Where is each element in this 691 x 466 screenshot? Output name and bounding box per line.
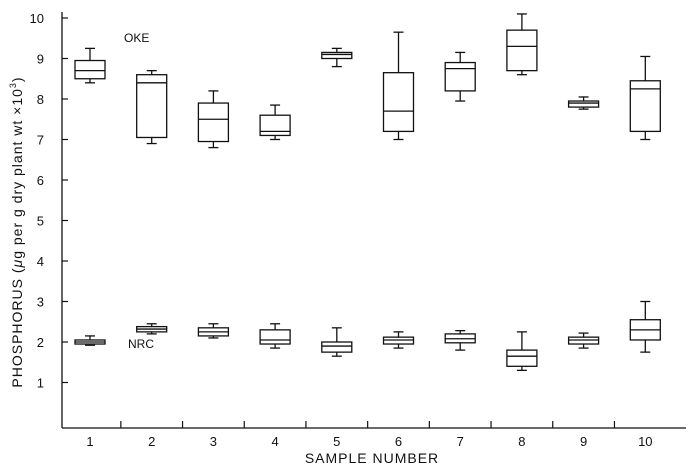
box-plot — [506, 331, 538, 372]
box-plot — [382, 331, 415, 349]
y-tick-label: 2 — [37, 335, 44, 350]
box-plot — [136, 70, 168, 145]
x-tick-label: 9 — [580, 434, 587, 449]
y-tick-label: 9 — [37, 52, 44, 67]
box-plot — [136, 323, 168, 335]
box-plot — [259, 323, 291, 349]
box-plot — [629, 55, 661, 141]
y-tick-label: 1 — [37, 376, 44, 391]
y-tick-label: 6 — [37, 173, 44, 188]
y-tick-label: 7 — [37, 133, 44, 148]
box-plot — [259, 104, 291, 141]
x-axis-title: SAMPLE NUMBER — [305, 450, 439, 466]
box-plot — [629, 300, 661, 353]
y-axis-title: PHOSPHORUS (μg per g dry plant wt ×103) — [8, 76, 25, 387]
iqr-box — [136, 74, 168, 139]
iqr-box — [74, 59, 106, 80]
x-ticks: 1 2 3 4 5 6 7 8 9 10 — [86, 421, 653, 449]
x-tick-label: 10 — [638, 434, 652, 449]
y-ticks: 1 2 3 4 5 6 7 8 9 10 — [30, 11, 68, 391]
y-tick-label: 5 — [37, 214, 44, 229]
iqr-box — [259, 114, 291, 137]
iqr-box — [444, 61, 476, 92]
x-tick-label: 2 — [148, 434, 155, 449]
iqr-box — [506, 349, 538, 367]
box-plot — [197, 90, 230, 149]
y-axis-title-sup: 3 — [8, 82, 18, 88]
box-plot — [74, 335, 106, 346]
iqr-box — [321, 51, 353, 60]
box-plot — [567, 96, 600, 110]
iqr-box — [567, 100, 600, 108]
y-tick-label: 10 — [30, 11, 44, 26]
box-plot — [321, 327, 353, 357]
y-axis-title-mid: g per g dry plant wt ×10 — [9, 88, 25, 259]
series-label-oke: OKE — [124, 31, 149, 45]
box-plot — [197, 323, 230, 339]
y-tick-label: 8 — [37, 92, 44, 107]
x-tick-label: 3 — [210, 434, 217, 449]
box-plot — [444, 51, 476, 102]
iqr-box — [259, 329, 291, 345]
iqr-box — [382, 72, 415, 133]
x-tick-label: 1 — [86, 434, 93, 449]
y-tick-label: 4 — [37, 254, 44, 269]
box-plot — [74, 47, 106, 84]
iqr-box — [197, 102, 230, 143]
box-plot — [567, 332, 600, 349]
series-nrc — [74, 300, 661, 372]
x-tick-label: 8 — [518, 434, 525, 449]
iqr-box — [321, 341, 353, 353]
box-plot — [321, 47, 353, 68]
y-axis-title-prefix: PHOSPHORUS ( — [9, 267, 25, 387]
series-oke — [74, 13, 661, 149]
x-tick-label: 7 — [457, 434, 464, 449]
box-plots — [74, 13, 661, 372]
box-plot — [382, 31, 415, 141]
y-axis-title-suffix: ) — [9, 76, 25, 82]
iqr-box — [506, 29, 538, 72]
box-plot — [444, 330, 476, 351]
series-label-nrc: NRC — [128, 337, 154, 351]
y-axis-title-mu: μ — [9, 259, 25, 269]
y-tick-label: 3 — [37, 295, 44, 310]
x-tick-label: 5 — [333, 434, 340, 449]
x-tick-label: 6 — [395, 434, 402, 449]
x-tick-label: 4 — [271, 434, 278, 449]
box-plot — [506, 13, 538, 76]
